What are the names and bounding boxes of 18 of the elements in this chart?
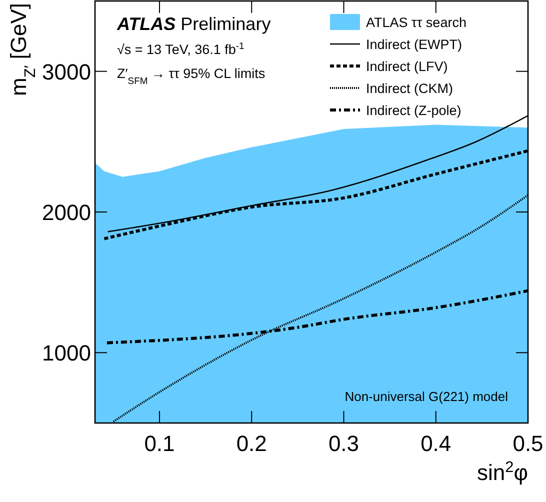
legend-label: Indirect (LFV) (366, 59, 448, 74)
x-axis-title: sin$^{2}$φ (477, 458, 528, 485)
annotation: √s = 13 TeV, 36.1 fb$^{-1}$ (117, 40, 244, 57)
y-tick-label: 2000 (42, 200, 91, 225)
x-tick-label: 0.3 (328, 431, 360, 456)
legend-label: Indirect (Z-pole) (366, 103, 462, 118)
x-tick-label: 0.2 (236, 431, 267, 456)
legend-label: ATLAS ττ search (366, 15, 466, 30)
x-tick-label: 0.5 (512, 431, 544, 456)
annotation: Z′$_{SFM}$ → ττ 95% CL limits (117, 66, 266, 86)
legend-label: Indirect (EWPT) (366, 37, 462, 52)
y-tick-label: 3000 (42, 59, 91, 84)
x-tick-label: 0.1 (144, 431, 175, 456)
y-tick-label: 1000 (42, 340, 91, 366)
legend-label: Indirect (CKM) (366, 81, 454, 96)
annotation: Non-universal G(221) model (344, 389, 508, 404)
x-tick-label: 0.4 (420, 431, 452, 456)
text: ATLAS Preliminary (116, 14, 271, 34)
